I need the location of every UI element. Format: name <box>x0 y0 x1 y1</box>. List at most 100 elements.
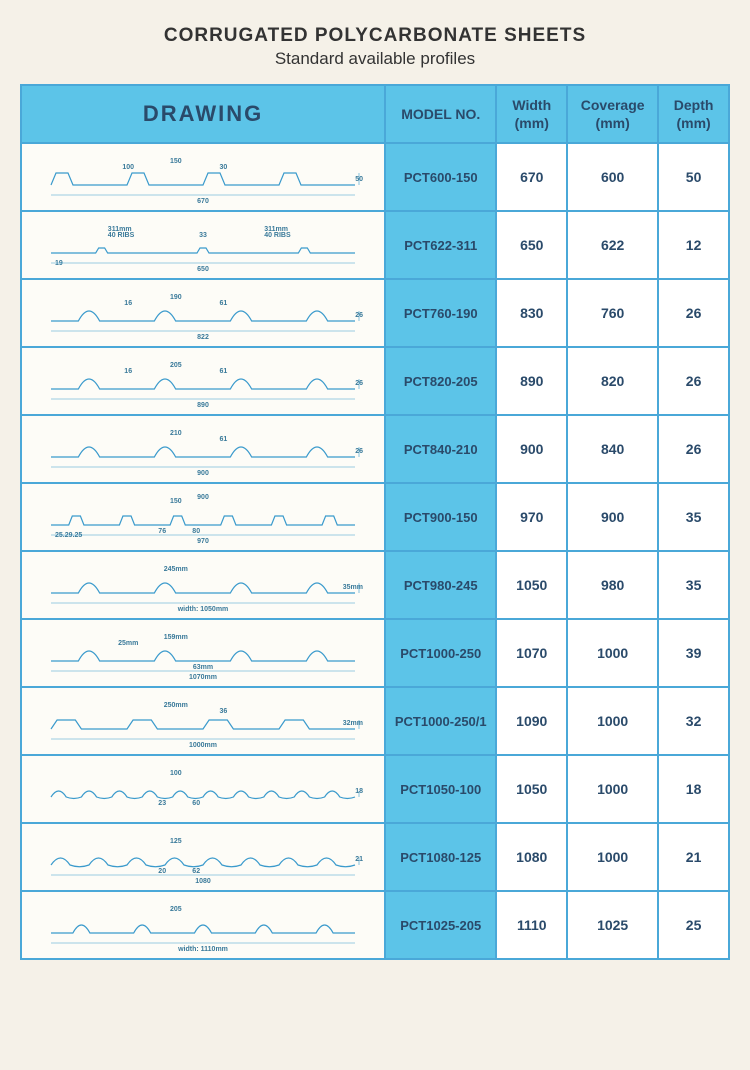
svg-text:205: 205 <box>170 906 182 913</box>
coverage-cell: 622 <box>567 211 658 279</box>
coverage-cell: 760 <box>567 279 658 347</box>
svg-text:210: 210 <box>170 430 182 437</box>
drawing-cell: 245mm35mmwidth: 1050mm <box>21 551 385 619</box>
coverage-cell: 1000 <box>567 619 658 687</box>
model-cell: PCT1000-250 <box>385 619 496 687</box>
drawing-cell: 1252110802062 <box>21 823 385 891</box>
depth-cell: 32 <box>658 687 729 755</box>
coverage-cell: 820 <box>567 347 658 415</box>
model-cell: PCT1025-205 <box>385 891 496 959</box>
svg-text:30: 30 <box>220 164 228 171</box>
depth-cell: 18 <box>658 755 729 823</box>
drawing-cell: 205width: 1110mm <box>21 891 385 959</box>
page-title-block: CORRUGATED POLYCARBONATE SHEETS Standard… <box>20 25 730 69</box>
col-model: MODEL NO. <box>385 85 496 143</box>
page-subtitle: Standard available profiles <box>20 49 730 69</box>
svg-text:width: 1050mm: width: 1050mm <box>177 606 229 613</box>
coverage-cell: 1000 <box>567 823 658 891</box>
svg-text:125: 125 <box>170 838 182 845</box>
drawing-cell: 250mm3632mm1000mm <box>21 687 385 755</box>
svg-text:25mm: 25mm <box>118 640 138 647</box>
svg-text:250mm: 250mm <box>164 702 188 709</box>
depth-cell: 25 <box>658 891 729 959</box>
drawing-cell: 40 RIBS40 RIBS311mm311mm1933650 <box>21 211 385 279</box>
table-row: 205166126890 PCT820-205 890 820 26 <box>21 347 729 415</box>
coverage-cell: 840 <box>567 415 658 483</box>
width-cell: 900 <box>496 415 567 483</box>
col-depth: Depth (mm) <box>658 85 729 143</box>
width-cell: 1070 <box>496 619 567 687</box>
drawing-cell: 2106126900 <box>21 415 385 483</box>
svg-text:16: 16 <box>124 368 132 375</box>
coverage-cell: 900 <box>567 483 658 551</box>
svg-text:40 RIBS: 40 RIBS <box>108 232 135 239</box>
table-row: 40 RIBS40 RIBS311mm311mm1933650 PCT622-3… <box>21 211 729 279</box>
width-cell: 830 <box>496 279 567 347</box>
depth-cell: 50 <box>658 143 729 211</box>
svg-text:63mm: 63mm <box>193 664 213 671</box>
svg-text:21: 21 <box>355 856 363 863</box>
width-cell: 890 <box>496 347 567 415</box>
table-row: 2106126900 PCT840-210 900 840 26 <box>21 415 729 483</box>
table-row: 100182360 PCT1050-100 1050 1000 18 <box>21 755 729 823</box>
col-drawing: DRAWING <box>21 85 385 143</box>
width-cell: 1080 <box>496 823 567 891</box>
model-cell: PCT820-205 <box>385 347 496 415</box>
drawing-cell: 205166126890 <box>21 347 385 415</box>
svg-text:19: 19 <box>55 260 63 267</box>
profiles-table: DRAWING MODEL NO. Width (mm) Coverage (m… <box>20 84 730 960</box>
table-row: 190166126822 PCT760-190 830 760 26 <box>21 279 729 347</box>
svg-text:61: 61 <box>220 368 228 375</box>
svg-text:23: 23 <box>158 800 166 807</box>
svg-text:311mm: 311mm <box>108 226 132 233</box>
depth-cell: 26 <box>658 347 729 415</box>
svg-text:50: 50 <box>355 176 363 183</box>
svg-text:822: 822 <box>197 334 209 341</box>
svg-text:18: 18 <box>355 788 363 795</box>
svg-text:1000mm: 1000mm <box>189 742 217 749</box>
svg-text:36: 36 <box>220 708 228 715</box>
col-width: Width (mm) <box>496 85 567 143</box>
svg-text:100: 100 <box>122 164 134 171</box>
model-cell: PCT840-210 <box>385 415 496 483</box>
svg-text:26: 26 <box>355 448 363 455</box>
table-row: 245mm35mmwidth: 1050mm PCT980-245 1050 9… <box>21 551 729 619</box>
svg-text:26: 26 <box>355 312 363 319</box>
page-title: CORRUGATED POLYCARBONATE SHEETS <box>20 25 730 47</box>
svg-text:205: 205 <box>170 362 182 369</box>
drawing-cell: 1501003050670 <box>21 143 385 211</box>
col-coverage: Coverage (mm) <box>567 85 658 143</box>
svg-text:33: 33 <box>199 232 207 239</box>
coverage-cell: 1000 <box>567 755 658 823</box>
svg-text:61: 61 <box>220 300 228 307</box>
depth-cell: 35 <box>658 483 729 551</box>
depth-cell: 35 <box>658 551 729 619</box>
width-cell: 1090 <box>496 687 567 755</box>
depth-cell: 39 <box>658 619 729 687</box>
depth-cell: 26 <box>658 279 729 347</box>
svg-text:1070mm: 1070mm <box>189 674 217 681</box>
svg-text:100: 100 <box>170 770 182 777</box>
table-row: 159mm25mm1070mm63mm PCT1000-250 1070 100… <box>21 619 729 687</box>
width-cell: 1110 <box>496 891 567 959</box>
model-cell: PCT980-245 <box>385 551 496 619</box>
coverage-cell: 980 <box>567 551 658 619</box>
svg-text:76: 76 <box>158 528 166 535</box>
svg-text:20: 20 <box>158 868 166 875</box>
model-cell: PCT760-190 <box>385 279 496 347</box>
svg-text:35mm: 35mm <box>343 584 363 591</box>
table-row: 1252110802062 PCT1080-125 1080 1000 21 <box>21 823 729 891</box>
model-cell: PCT900-150 <box>385 483 496 551</box>
svg-text:61: 61 <box>220 436 228 443</box>
svg-text:25.29.25: 25.29.25 <box>55 532 82 539</box>
svg-text:150: 150 <box>170 158 182 165</box>
svg-text:311mm: 311mm <box>264 226 288 233</box>
drawing-cell: 159mm25mm1070mm63mm <box>21 619 385 687</box>
svg-text:60: 60 <box>192 800 200 807</box>
depth-cell: 12 <box>658 211 729 279</box>
model-cell: PCT600-150 <box>385 143 496 211</box>
table-header-row: DRAWING MODEL NO. Width (mm) Coverage (m… <box>21 85 729 143</box>
drawing-cell: 100 18 23 60 <box>21 755 385 823</box>
coverage-cell: 1000 <box>567 687 658 755</box>
svg-text:16: 16 <box>124 300 132 307</box>
